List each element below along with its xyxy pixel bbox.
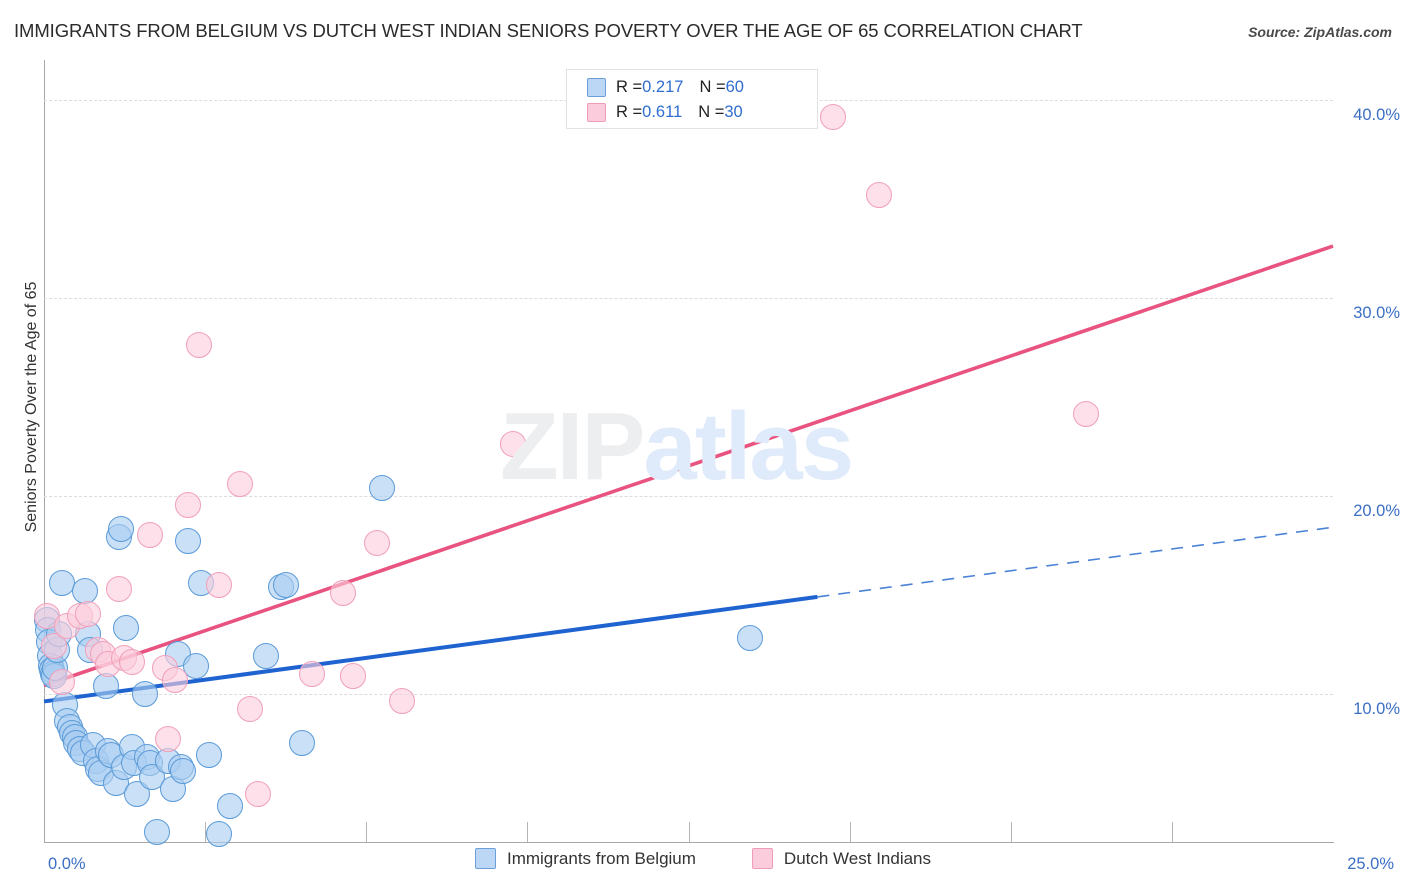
x-tick-mark xyxy=(527,822,529,842)
scatter-point xyxy=(330,579,357,606)
r-value: 0.611 xyxy=(642,103,683,121)
trend-line-solid xyxy=(43,244,1334,688)
n-value: 30 xyxy=(724,103,743,121)
legend-color-swatch xyxy=(587,78,606,97)
scatter-point xyxy=(340,662,367,689)
scatter-point xyxy=(74,601,101,628)
trend-line-dashed xyxy=(817,526,1334,598)
scatter-point xyxy=(206,571,233,598)
gridline-20 xyxy=(44,495,1333,497)
series-legend: Immigrants from Belgium Dutch West Indian… xyxy=(0,848,1406,869)
correlation-stats-legend: R = 0.217 N = 60 R = 0.611 N = 30 xyxy=(566,69,818,129)
scatter-point xyxy=(123,781,150,808)
stats-legend-row: R = 0.611 N = 30 xyxy=(567,100,817,125)
x-tick-mark xyxy=(849,822,851,842)
legend-color-swatch xyxy=(587,103,606,122)
legend-item-label: Dutch West Indians xyxy=(783,848,932,868)
scatter-point xyxy=(500,431,527,458)
scatter-point xyxy=(216,793,243,820)
x-tick-mark xyxy=(366,822,368,842)
scatter-point xyxy=(288,730,315,756)
scatter-point xyxy=(252,642,279,669)
x-axis-min-label: 0.0% xyxy=(48,855,86,873)
scatter-point xyxy=(226,470,253,497)
page-title: IMMIGRANTS FROM BELGIUM VS DUTCH WEST IN… xyxy=(14,20,1083,41)
scatter-point xyxy=(105,575,132,602)
r-value: 0.217 xyxy=(642,78,684,96)
scatter-point xyxy=(113,615,140,642)
r-label: R = xyxy=(616,78,643,96)
y-tick-label: 20.0% xyxy=(1353,501,1400,520)
scatter-point xyxy=(183,652,210,679)
scatter-point xyxy=(273,571,300,598)
x-tick-mark xyxy=(688,822,690,842)
trend-line-solid xyxy=(43,594,818,704)
scatter-point xyxy=(389,688,416,715)
scatter-point xyxy=(131,680,158,707)
scatter-point xyxy=(154,726,181,753)
scatter-point xyxy=(144,819,171,846)
scatter-point xyxy=(737,625,764,652)
n-value: 60 xyxy=(725,78,744,96)
x-axis-max-label: 25.0% xyxy=(1347,855,1394,873)
x-tick-mark xyxy=(1171,822,1173,842)
scatter-point xyxy=(819,104,846,131)
scatter-point xyxy=(49,668,76,695)
scatter-point xyxy=(206,821,233,848)
trend-lines xyxy=(43,244,1334,704)
y-tick-label: 10.0% xyxy=(1353,699,1400,718)
source-label: Source: ZipAtlas.com xyxy=(1248,24,1392,40)
legend-item-dutch-west-indians[interactable]: Dutch West Indians xyxy=(751,848,932,869)
scatter-point xyxy=(368,474,395,501)
y-axis-line xyxy=(44,60,45,843)
scatter-point xyxy=(72,577,99,604)
legend-color-swatch xyxy=(751,848,773,869)
plot-area xyxy=(33,60,1334,848)
x-tick-mark xyxy=(1010,822,1012,842)
scatter-point xyxy=(170,757,197,784)
y-tick-label: 30.0% xyxy=(1353,303,1400,322)
x-tick-mark xyxy=(205,822,207,842)
legend-item-immigrants-from-belgium[interactable]: Immigrants from Belgium xyxy=(474,848,696,869)
gridline-10 xyxy=(44,693,1333,695)
scatter-point xyxy=(1072,401,1099,428)
scatter-point xyxy=(108,516,135,543)
y-tick-label: 40.0% xyxy=(1353,105,1400,124)
n-label: N = xyxy=(699,78,726,96)
scatter-point xyxy=(175,492,202,519)
scatter-point xyxy=(299,660,326,687)
scatter-point xyxy=(185,332,212,359)
scatter-point xyxy=(195,741,222,768)
r-label: R = xyxy=(616,103,643,121)
y-axis-title: Seniors Poverty Over the Age of 65 xyxy=(23,281,40,533)
x-axis-line xyxy=(44,842,1334,843)
stats-legend-row: R = 0.217 N = 60 xyxy=(567,75,817,100)
legend-item-label: Immigrants from Belgium xyxy=(506,848,696,868)
scatter-point xyxy=(92,672,119,699)
gridline-30 xyxy=(44,297,1333,299)
scatter-point xyxy=(162,666,189,693)
scatter-point xyxy=(175,528,202,555)
legend-color-swatch xyxy=(474,848,496,869)
scatter-point xyxy=(49,569,76,596)
n-label: N = xyxy=(698,103,725,121)
scatter-point xyxy=(363,530,390,557)
scatter-point xyxy=(244,781,271,808)
scatter-point xyxy=(866,181,893,208)
scatter-point xyxy=(136,522,163,549)
scatter-point xyxy=(118,648,145,675)
scatter-point xyxy=(237,696,264,723)
